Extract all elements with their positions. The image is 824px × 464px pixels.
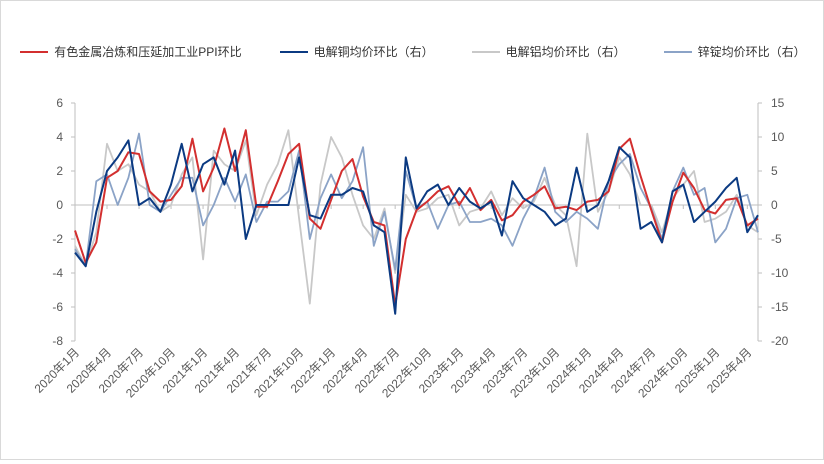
series-line-3 xyxy=(74,132,759,271)
legend-label-zinc: 锌锭均价环比（右） xyxy=(697,45,806,59)
legend-item-nonferrous-ppi: 有色金属冶炼和压延加工业PPI环比 xyxy=(20,43,242,60)
right-y-tick-label: -20 xyxy=(771,334,789,348)
legend-label-copper: 电解铜均价环比（右） xyxy=(313,45,434,59)
right-y-tick-label: 15 xyxy=(771,96,785,110)
series-line-1 xyxy=(74,139,759,315)
left-y-tick-label: 2 xyxy=(56,164,63,178)
left-y-tick-label: -8 xyxy=(52,334,63,348)
series-line-0 xyxy=(74,127,759,307)
chart-legend: 有色金属冶炼和压延加工业PPI环比 电解铜均价环比（右） 电解铝均价环比（右） … xyxy=(1,43,824,60)
legend-label-aluminum: 电解铝均价环比（右） xyxy=(505,45,626,59)
legend-item-copper: 电解铜均价环比（右） xyxy=(279,43,434,60)
legend-swatch-aluminum xyxy=(471,50,500,53)
left-y-tick-label: -6 xyxy=(52,300,63,314)
legend-label-nonferrous-ppi: 有色金属冶炼和压延加工业PPI环比 xyxy=(54,45,242,59)
left-y-tick-label: 4 xyxy=(56,130,63,144)
right-y-tick-label: -10 xyxy=(771,266,789,280)
legend-swatch-copper xyxy=(279,50,308,53)
left-y-tick-label: 0 xyxy=(56,198,63,212)
right-y-tick-label: -5 xyxy=(771,232,782,246)
legend-item-aluminum: 电解铝均价环比（右） xyxy=(471,43,626,60)
legend-swatch-nonferrous-ppi xyxy=(20,50,49,53)
left-y-tick-label: -2 xyxy=(52,232,63,246)
left-y-tick-label: -4 xyxy=(52,266,63,280)
legend-item-zinc: 锌锭均价环比（右） xyxy=(663,43,806,60)
right-y-tick-label: 0 xyxy=(771,198,778,212)
right-y-tick-label: 5 xyxy=(771,164,778,178)
right-y-tick-label: -15 xyxy=(771,300,789,314)
legend-swatch-zinc xyxy=(663,50,692,53)
right-y-tick-label: 10 xyxy=(771,130,785,144)
left-y-tick-label: 6 xyxy=(56,96,63,110)
